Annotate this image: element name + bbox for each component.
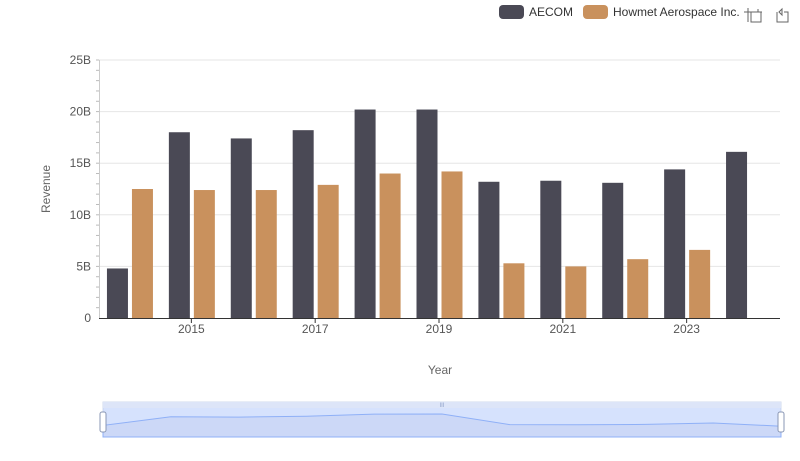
y-tick-label: 20B <box>70 105 91 119</box>
bar[interactable] <box>627 259 649 318</box>
x-tick-label: 2015 <box>178 322 205 336</box>
bar[interactable] <box>193 190 215 318</box>
bar[interactable] <box>416 109 438 318</box>
y-tick-label: 15B <box>70 156 91 170</box>
bar[interactable] <box>106 268 128 318</box>
x-tick-label: 2019 <box>426 322 453 336</box>
legend-label: Howmet Aerospace Inc. <box>613 5 740 19</box>
legend-label: AECOM <box>529 5 573 19</box>
bar[interactable] <box>664 169 686 318</box>
bar[interactable] <box>689 249 711 318</box>
bar[interactable] <box>168 132 190 318</box>
y-axis-title: Revenue <box>39 165 53 213</box>
data-zoom-grip-icon[interactable]: III <box>439 403 444 409</box>
x-ticks: 2015 2017 2019 2021 2023 <box>178 318 700 336</box>
y-ticks: 0 5B 10B 15B 20B 25B <box>70 53 99 325</box>
y-tick-label: 10B <box>70 208 91 222</box>
x-axis-title: Year <box>428 363 452 377</box>
bar[interactable] <box>726 151 748 318</box>
legend-item[interactable]: AECOM <box>499 5 573 19</box>
bar[interactable] <box>503 263 525 318</box>
bar[interactable] <box>478 181 500 318</box>
bar[interactable] <box>230 138 252 318</box>
y-tick-label: 25B <box>70 53 91 67</box>
data-zoom-top-bar[interactable] <box>103 402 781 408</box>
bar[interactable] <box>354 109 376 318</box>
data-zoom-preview-area <box>102 413 782 438</box>
legend-swatch <box>499 5 524 19</box>
legend-swatch <box>583 5 608 19</box>
bar[interactable] <box>317 184 339 318</box>
bar[interactable] <box>131 189 153 318</box>
bar[interactable] <box>255 190 277 318</box>
bars <box>106 109 748 318</box>
zoom-icon[interactable] <box>744 8 762 23</box>
toolbox <box>744 7 789 23</box>
bar[interactable] <box>565 266 587 318</box>
zoom-reset-icon[interactable] <box>776 7 789 23</box>
data-zoom-handle-left[interactable] <box>99 411 107 433</box>
legend-item[interactable]: Howmet Aerospace Inc. <box>583 5 740 19</box>
legend: AECOM Howmet Aerospace Inc. <box>499 5 740 19</box>
bar[interactable] <box>441 171 463 318</box>
x-tick-label: 2017 <box>302 322 329 336</box>
bar[interactable] <box>379 173 401 318</box>
bar[interactable] <box>292 130 314 318</box>
y-tick-label: 0 <box>84 311 91 325</box>
data-zoom-slider[interactable]: III <box>99 401 785 438</box>
x-tick-label: 2021 <box>549 322 576 336</box>
data-zoom-handle-right[interactable] <box>777 411 785 433</box>
bar[interactable] <box>540 180 562 318</box>
bar[interactable] <box>602 182 624 318</box>
y-tick-label: 5B <box>76 259 91 273</box>
x-tick-label: 2023 <box>673 322 700 336</box>
